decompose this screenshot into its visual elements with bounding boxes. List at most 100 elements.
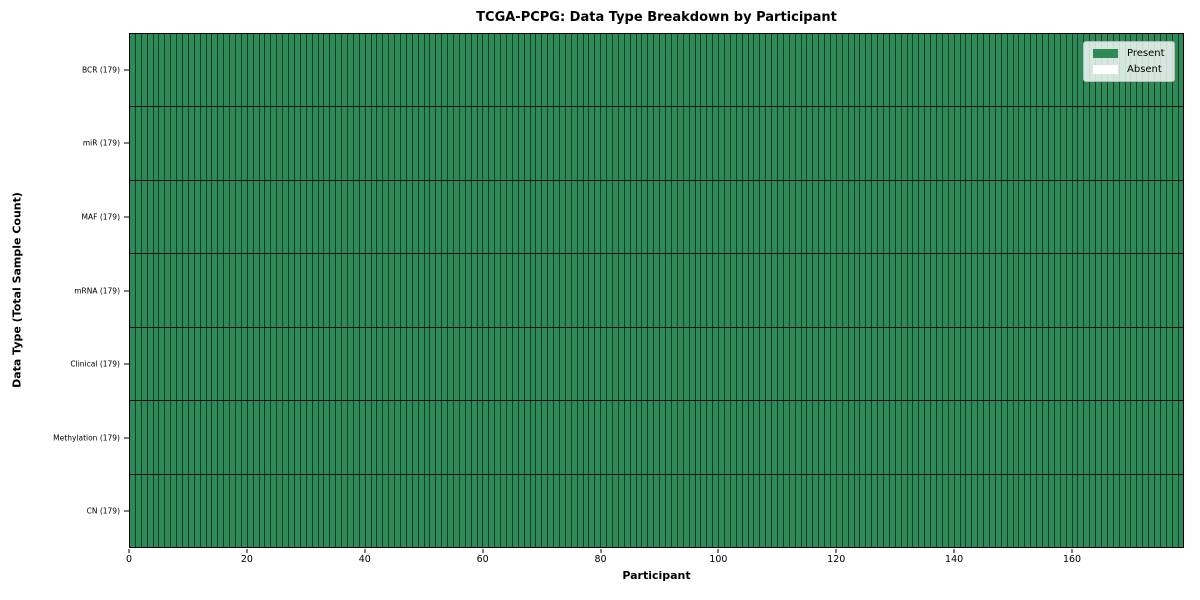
heatmap-cell xyxy=(236,254,242,327)
heatmap-cell xyxy=(1119,107,1126,180)
heatmap-cell xyxy=(595,180,602,254)
heatmap-cell xyxy=(165,474,172,547)
heatmap-cell xyxy=(701,474,708,547)
heatmap-cell xyxy=(1166,180,1173,254)
heatmap-cell xyxy=(312,107,319,180)
heatmap-cell xyxy=(448,107,454,180)
heatmap-cell xyxy=(907,107,914,180)
heatmap-cell xyxy=(766,474,773,547)
heatmap-cell xyxy=(294,180,301,254)
heatmap-cell xyxy=(707,254,714,327)
heatmap-cell xyxy=(830,254,837,327)
heatmap-cell xyxy=(813,254,820,327)
legend-swatch-present xyxy=(1093,48,1118,59)
heatmap-cell xyxy=(471,254,478,327)
heatmap-cell xyxy=(171,401,178,474)
heatmap-cell xyxy=(377,34,384,107)
heatmap-cell xyxy=(188,107,195,180)
heatmap-cell xyxy=(1172,474,1179,547)
heatmap-cell xyxy=(1113,474,1120,547)
heatmap-cell xyxy=(501,327,507,401)
heatmap-cell xyxy=(259,180,266,254)
y-tick-mark xyxy=(124,69,129,71)
heatmap-cell xyxy=(1178,180,1184,254)
x-axis-label: Participant xyxy=(622,569,691,582)
heatmap-cell xyxy=(453,401,460,474)
heatmap-cell xyxy=(212,474,219,547)
heatmap-cell xyxy=(907,474,914,547)
heatmap-cell xyxy=(1013,401,1020,474)
heatmap-cell xyxy=(412,474,419,547)
heatmap-cell xyxy=(783,180,790,254)
heatmap-cell xyxy=(554,401,561,474)
heatmap-cell xyxy=(1037,254,1044,327)
heatmap-cell xyxy=(836,34,843,107)
heatmap-cell xyxy=(147,254,154,327)
heatmap-cell xyxy=(495,327,502,401)
heatmap-cell xyxy=(931,180,938,254)
heatmap-cell xyxy=(683,254,690,327)
heatmap-cell xyxy=(842,34,849,107)
heatmap-cell xyxy=(1084,327,1091,401)
heatmap-cell xyxy=(430,327,437,401)
heatmap-cell xyxy=(695,401,702,474)
heatmap-cell xyxy=(836,254,843,327)
heatmap-cell xyxy=(777,401,784,474)
heatmap-cell xyxy=(813,401,820,474)
heatmap-cell xyxy=(1166,327,1173,401)
heatmap-cell xyxy=(536,107,543,180)
heatmap-cell xyxy=(607,180,614,254)
heatmap-cell xyxy=(424,254,431,327)
heatmap-cell xyxy=(147,327,154,401)
heatmap-cell xyxy=(807,180,814,254)
heatmap-cell xyxy=(130,327,136,401)
heatmap-cell xyxy=(218,474,225,547)
heatmap-cell xyxy=(1066,254,1073,327)
heatmap-cell xyxy=(801,401,808,474)
heatmap-cell xyxy=(648,474,655,547)
heatmap-cell xyxy=(424,180,431,254)
heatmap-cell xyxy=(707,180,714,254)
heatmap-cell xyxy=(289,401,295,474)
heatmap-cell xyxy=(271,254,278,327)
heatmap-cell xyxy=(1031,327,1038,401)
heatmap-cell xyxy=(748,401,755,474)
heatmap-cell xyxy=(495,34,502,107)
heatmap-cell xyxy=(954,180,961,254)
heatmap-cell xyxy=(1060,107,1067,180)
heatmap-cell xyxy=(1149,327,1155,401)
heatmap-cell xyxy=(565,254,572,327)
heatmap-cell xyxy=(1090,474,1097,547)
heatmap-cell xyxy=(495,474,502,547)
heatmap-cell xyxy=(636,327,643,401)
heatmap-cell xyxy=(907,180,914,254)
heatmap-cell xyxy=(265,401,272,474)
heatmap-cell xyxy=(654,34,661,107)
heatmap-cell xyxy=(1078,327,1085,401)
heatmap-cell xyxy=(294,401,301,474)
heatmap-cell xyxy=(583,34,590,107)
heatmap-cell xyxy=(618,327,625,401)
heatmap-cell xyxy=(777,180,784,254)
heatmap-cell xyxy=(624,327,631,401)
heatmap-cell xyxy=(448,401,454,474)
heatmap-cell xyxy=(1043,254,1049,327)
heatmap-cell xyxy=(188,327,195,401)
heatmap-cell xyxy=(560,34,566,107)
heatmap-cell xyxy=(200,254,207,327)
heatmap-cell xyxy=(695,180,702,254)
heatmap-cell xyxy=(1060,254,1067,327)
heatmap-cell xyxy=(483,401,490,474)
heatmap-cell xyxy=(1048,401,1055,474)
heatmap-cell xyxy=(925,180,932,254)
heatmap-cell xyxy=(990,34,996,107)
heatmap-cell xyxy=(1043,401,1049,474)
heatmap-cell xyxy=(801,34,808,107)
heatmap-cell xyxy=(990,327,996,401)
heatmap-cell xyxy=(630,180,637,254)
heatmap-cell xyxy=(825,107,831,180)
heatmap-cell xyxy=(907,34,914,107)
heatmap-cell xyxy=(389,107,396,180)
heatmap-cell xyxy=(636,401,643,474)
heatmap-cell xyxy=(501,401,507,474)
